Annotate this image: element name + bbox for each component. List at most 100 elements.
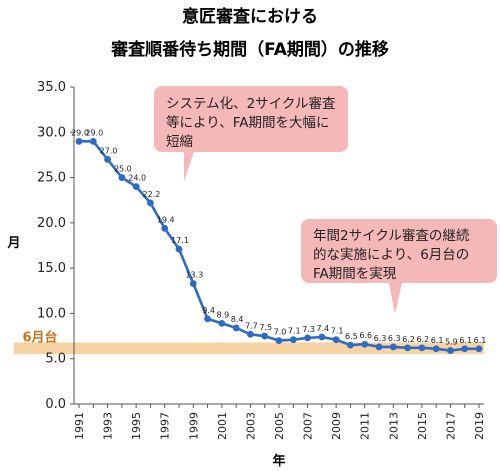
data-label: 7.1 [288, 327, 301, 336]
data-point [218, 319, 226, 327]
callout-box [301, 219, 497, 283]
series-layer [75, 137, 483, 354]
y-axis-label: 月 [6, 236, 20, 251]
data-point [118, 174, 126, 181]
callout-text-line: 短縮 [166, 134, 193, 150]
y-tick-label: 0.0 [45, 397, 66, 412]
callout-pointer [184, 152, 194, 181]
x-tick-label: 2003 [244, 412, 257, 440]
data-label: 17.1 [171, 236, 189, 245]
callout-text-line: 年間2サイクル審査の継続 [313, 228, 470, 244]
x-tick-label: 2017 [444, 412, 457, 440]
data-label: 6.1 [431, 336, 444, 345]
data-label: 8.9 [216, 310, 229, 319]
data-label: 29.0 [71, 128, 89, 137]
chart-title-line-2: 審査順番待ち期間（FA期間）の推移 [110, 39, 389, 60]
data-point [147, 199, 154, 207]
data-label: 6.6 [359, 331, 372, 340]
data-label: 7.0 [274, 328, 287, 337]
data-label: 13.3 [185, 271, 203, 280]
data-label: 7.3 [302, 325, 315, 334]
callout-text-line: FA期間を実現 [313, 266, 397, 282]
data-label: 6.1 [459, 336, 472, 345]
data-point [461, 345, 469, 353]
data-point [204, 315, 211, 323]
data-point [247, 330, 254, 338]
y-tick-label: 30.0 [37, 125, 66, 140]
data-point [375, 343, 383, 351]
data-label: 6.2 [416, 335, 429, 344]
data-label: 22.2 [143, 190, 161, 199]
data-label: 27.0 [100, 146, 118, 155]
y-tick-label: 20.0 [37, 216, 66, 231]
data-point [261, 332, 269, 340]
data-point [104, 156, 111, 163]
six-month-band [14, 342, 484, 355]
x-axis-label: 年 [272, 453, 285, 469]
data-point [347, 341, 354, 349]
callout-box [154, 86, 348, 152]
y-tick-label: 25.0 [37, 171, 66, 186]
data-point [447, 347, 454, 354]
chart-title-line-1: 意匠審査における [182, 6, 318, 27]
data-point [304, 334, 311, 342]
data-point [132, 183, 140, 191]
x-tick-label: 2019 [473, 412, 486, 440]
axes-layer: 0.0 5.0 10.0 15.0 20.0 25.0 30.0 35.0 1991 1993 19… [37, 80, 486, 440]
y-tick-label: 10.0 [37, 306, 66, 321]
data-point [75, 137, 83, 145]
x-tick-label: 1995 [130, 412, 143, 440]
data-point [318, 333, 326, 341]
data-label: 7.7 [245, 321, 258, 330]
x-tick-label: 1999 [187, 412, 200, 440]
data-label: 24.0 [128, 174, 146, 183]
data-label: 7.1 [331, 327, 344, 336]
x-tick-label: 1997 [159, 412, 172, 440]
x-tick-label: 2013 [387, 412, 400, 440]
data-point [289, 336, 297, 344]
y-tick-label: 35.0 [37, 80, 66, 95]
data-label: 6.5 [345, 332, 358, 341]
data-label: 6.1 [474, 336, 487, 345]
data-label: 7.4 [316, 324, 329, 333]
callout-text-line: 等により、FA期間を大幅に [166, 114, 329, 131]
x-tick-label: 2015 [416, 412, 429, 440]
data-point [89, 137, 97, 145]
data-label: 29.0 [85, 128, 103, 137]
x-tick-label: 2009 [330, 412, 343, 440]
callout-pointer [389, 283, 402, 314]
band-layer: 6月台 [14, 329, 484, 355]
y-tick-label: 15.0 [37, 261, 66, 276]
data-label: 5.9 [445, 338, 458, 347]
data-label: 9.4 [202, 306, 215, 315]
data-point [175, 245, 183, 253]
data-point [475, 345, 483, 353]
y-tick-label: 5.0 [45, 352, 66, 367]
callout-text-line: 的な実施により、6月台の [313, 247, 469, 263]
data-point [232, 324, 240, 332]
x-tick-label: 1991 [73, 412, 86, 440]
data-point [189, 280, 197, 287]
callout-layer: システム化、2サイクル審査等により、FA期間を大幅に短縮年間2サイクル審査の継続… [154, 86, 497, 314]
data-point [332, 336, 340, 344]
x-tick-label: 1993 [102, 412, 115, 440]
x-tick-label: 2005 [273, 412, 286, 440]
data-point [404, 344, 411, 352]
data-point [275, 337, 283, 344]
data-label: 8.4 [231, 315, 244, 324]
data-label: 6.3 [374, 334, 387, 343]
data-point [161, 224, 169, 232]
callout-text-line: システム化、2サイクル審査 [166, 96, 336, 112]
data-label: 6.3 [388, 334, 401, 343]
data-label: 19.4 [157, 215, 175, 224]
band-label: 6月台 [22, 329, 57, 345]
data-point [432, 345, 440, 353]
data-point [418, 344, 426, 352]
data-label: 6.2 [402, 335, 415, 344]
x-tick-label: 2001 [216, 412, 229, 440]
x-tick-label: 2007 [302, 412, 315, 440]
x-tick-label: 2011 [359, 412, 372, 440]
data-label: 7.5 [259, 323, 272, 332]
data-point [361, 340, 369, 348]
